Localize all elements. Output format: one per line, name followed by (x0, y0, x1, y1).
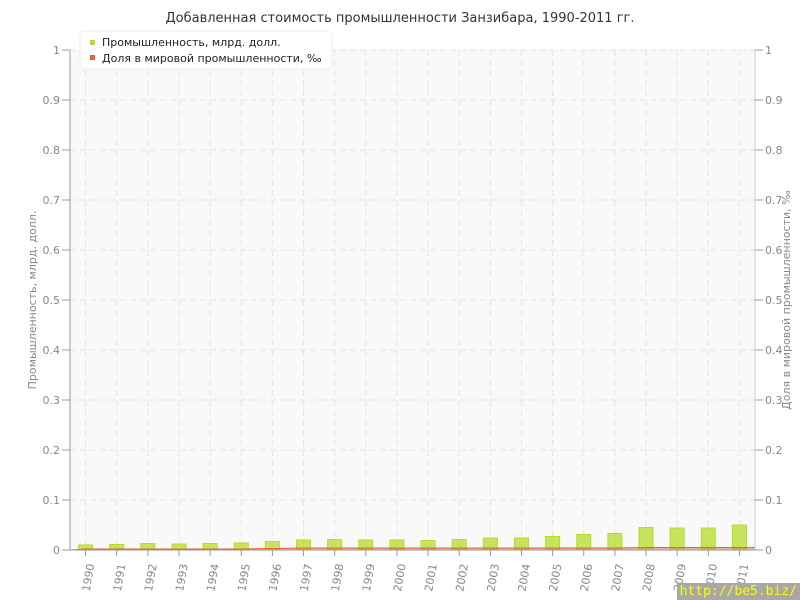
legend-label-industry: Промышленность, млрд. долл. (102, 36, 281, 49)
y-tick-label: 0.9 (43, 94, 61, 107)
x-tick-label: 2006 (578, 563, 596, 593)
y2-axis-label: Доля в мировой промышленности, ‰ (780, 190, 793, 410)
x-tick-label: 2004 (516, 563, 534, 593)
y2-tick-label: 0.5 (765, 294, 783, 307)
y-tick-label: 0.6 (43, 244, 61, 257)
y-tick-label: 1 (53, 44, 60, 57)
x-tick-label: 2008 (640, 563, 658, 593)
y2-tick-label: 0.3 (765, 394, 783, 407)
chart-title: Добавленная стоимость промышленности Зан… (165, 11, 634, 26)
watermark: http://be5.biz/ (676, 583, 800, 600)
legend-swatch-industry (90, 40, 95, 45)
x-tick-label: 1990 (80, 563, 98, 593)
y2-tick-label: 0.2 (765, 444, 783, 457)
y-tick-label: 0.8 (43, 144, 61, 157)
x-tick-label: 1992 (142, 563, 160, 593)
bar (669, 527, 685, 551)
x-tick-label: 2005 (547, 563, 565, 593)
y2-tick-label: 1 (765, 44, 772, 57)
legend-label-share: Доля в мировой промышленности, ‰ (102, 52, 322, 65)
y2-tick-label: 0.1 (765, 494, 783, 507)
bar (731, 524, 747, 551)
x-tick-label: 1999 (360, 563, 378, 593)
bar (638, 527, 654, 551)
x-tick-label: 1996 (267, 563, 285, 593)
share-area (69, 547, 756, 551)
y-tick-label: 0.5 (43, 294, 61, 307)
y2-tick-label: 0.6 (765, 244, 783, 257)
x-tick-label: 2000 (391, 563, 409, 593)
y-tick-label: 0.4 (43, 344, 61, 357)
y2-tick-label: 0.8 (765, 144, 783, 157)
legend: Промышленность, млрд. долл. Доля в миров… (79, 30, 333, 70)
x-tick-label: 1991 (111, 563, 129, 593)
bar (700, 527, 716, 551)
x-tick-label: 1998 (329, 563, 347, 593)
x-tick-label: 1997 (298, 563, 316, 593)
x-tick-label: 2003 (484, 563, 502, 593)
y2-tick-label: 0 (765, 544, 772, 557)
x-tick-label: 1993 (173, 563, 191, 593)
y-axis-label: Промышленность, млрд. долл. (26, 211, 39, 390)
x-tick-label: 2001 (422, 563, 440, 593)
y-tick-label: 0.7 (43, 194, 61, 207)
legend-swatch-share (90, 55, 95, 60)
y-tick-label: 0 (53, 544, 60, 557)
y2-tick-label: 0.7 (765, 194, 783, 207)
x-tick-label: 1994 (204, 563, 222, 593)
y-tick-label: 0.3 (43, 394, 61, 407)
x-tick-label: 2007 (609, 563, 627, 593)
x-tick-label: 1995 (235, 563, 253, 593)
y-tick-label: 0.1 (43, 494, 61, 507)
y2-tick-label: 0.9 (765, 94, 783, 107)
x-tick-label: 2002 (453, 563, 471, 593)
y2-tick-label: 0.4 (765, 344, 783, 357)
y-tick-label: 0.2 (43, 444, 61, 457)
